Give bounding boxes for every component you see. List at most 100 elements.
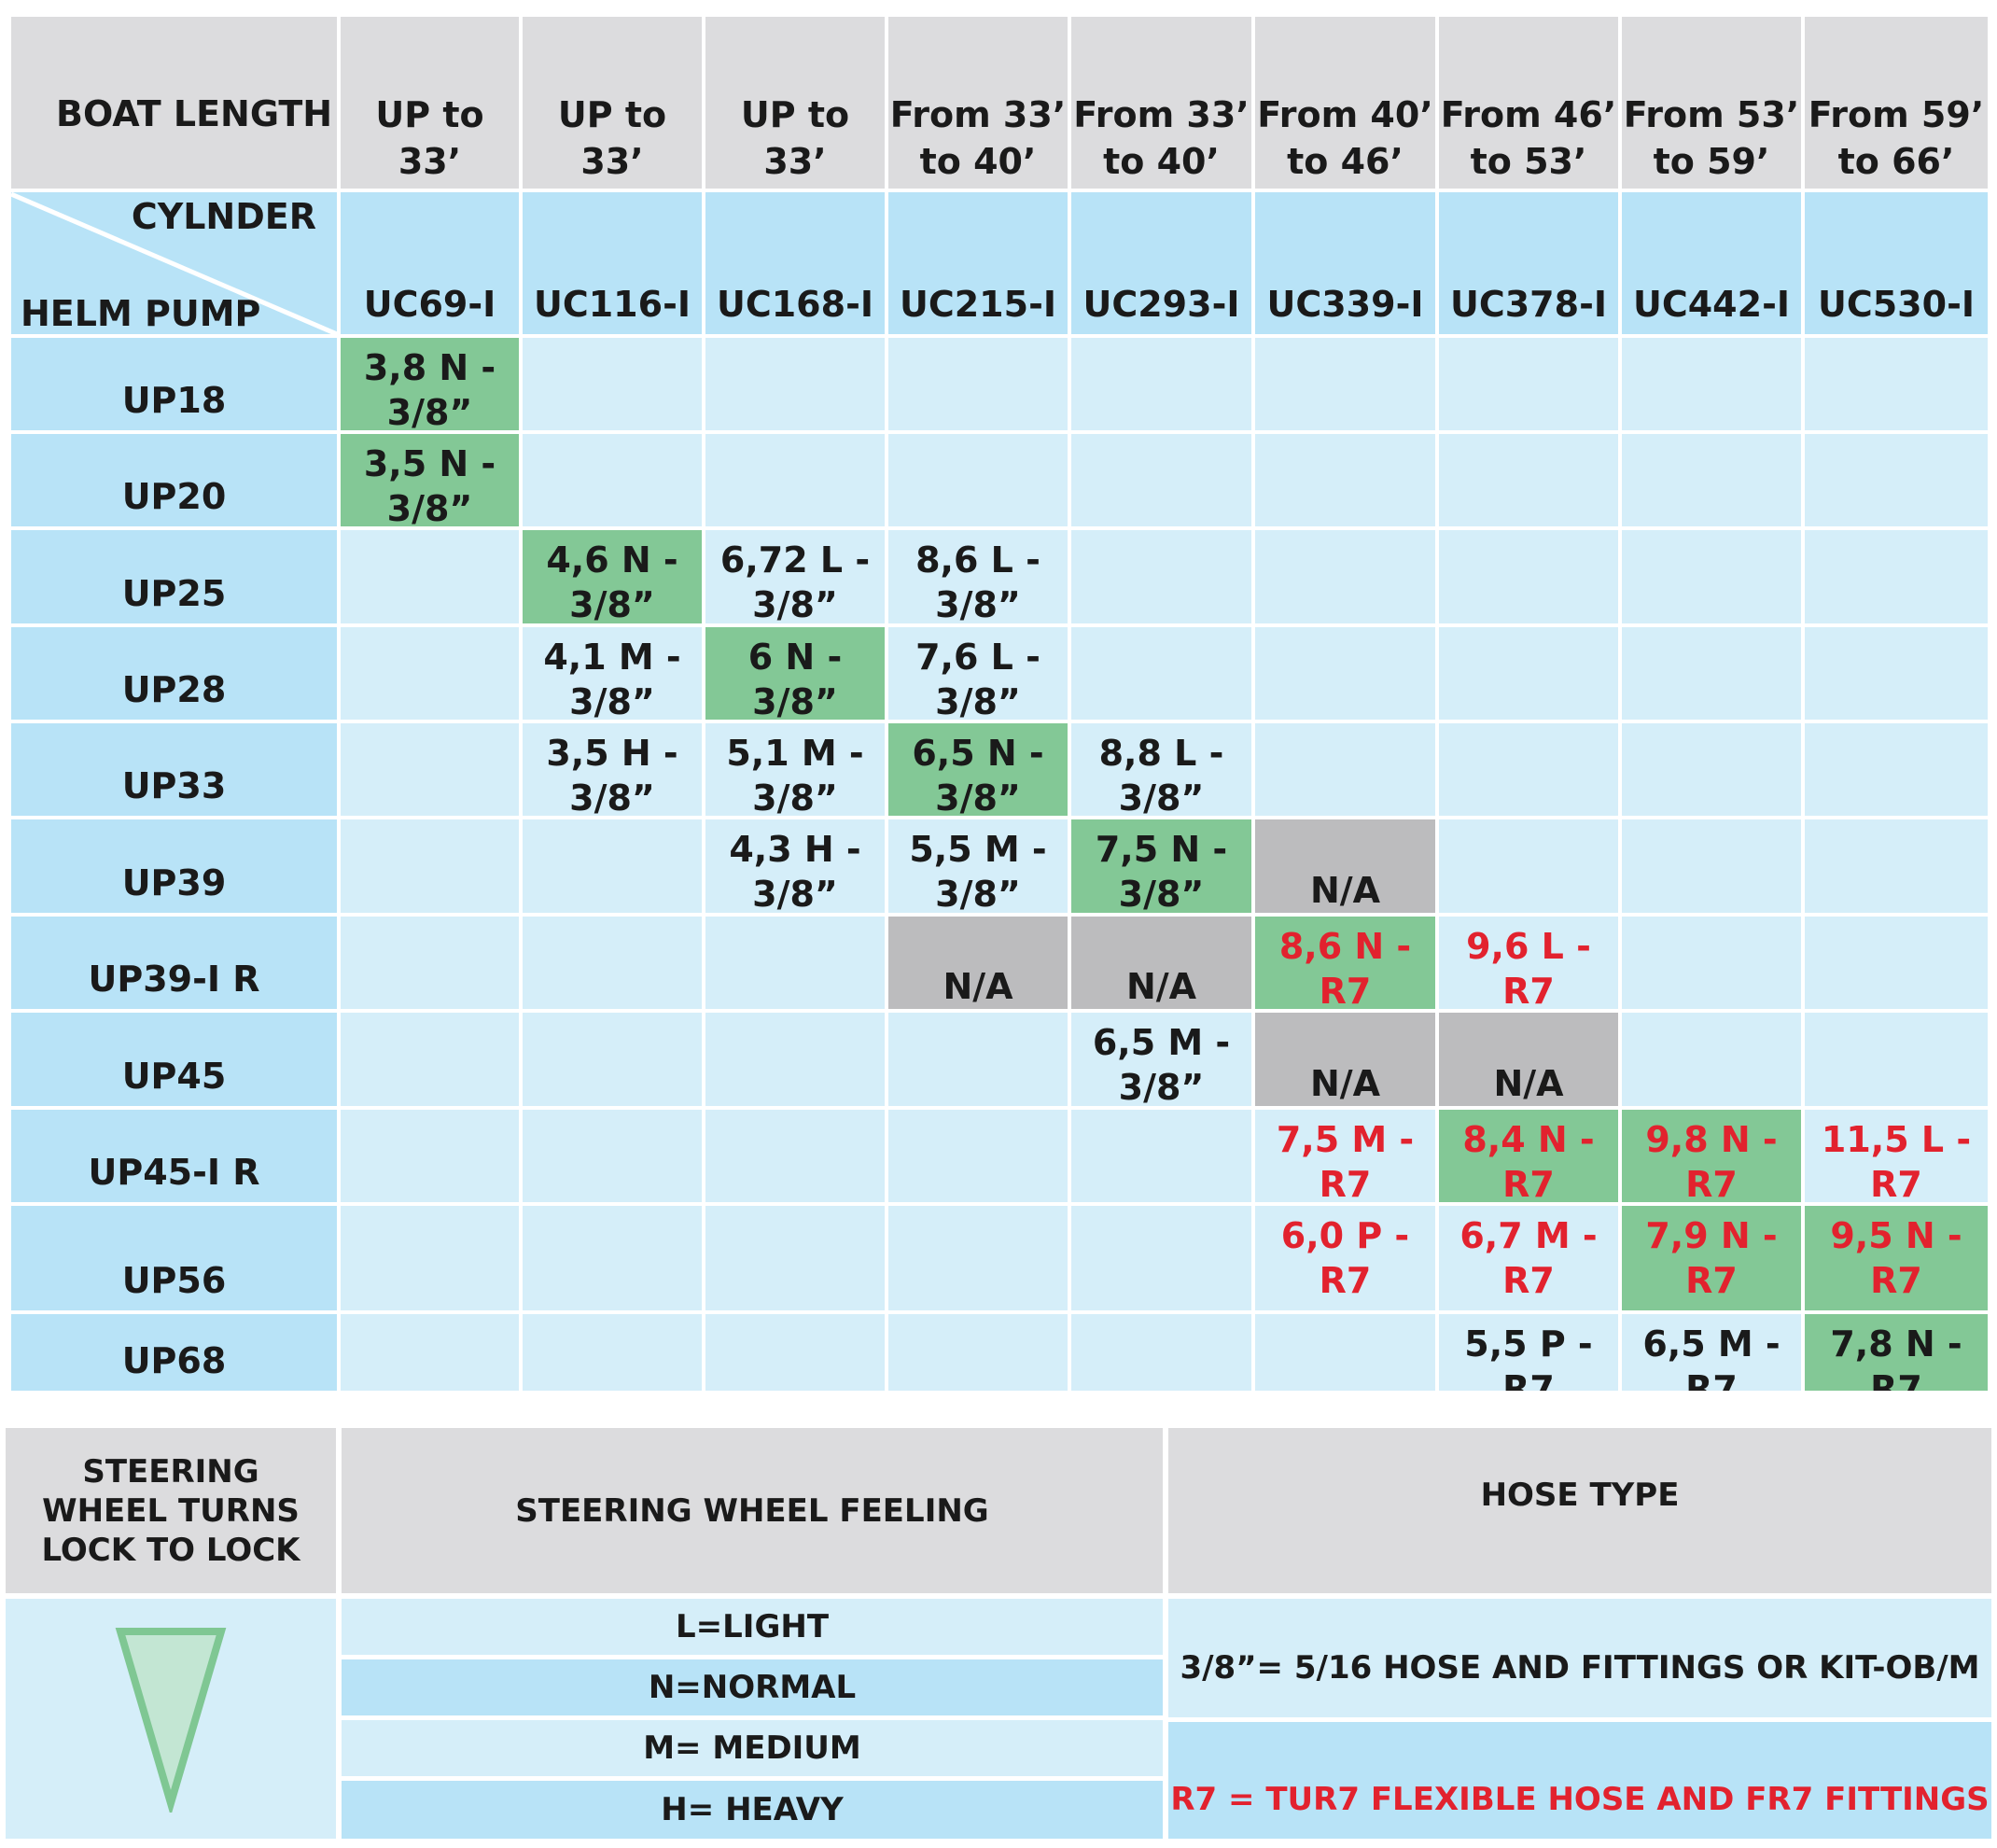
value-cell: 6,72 L - 3/8”	[705, 530, 885, 623]
hose-header: HOSE TYPE	[1168, 1428, 1991, 1593]
helm-pump-row-label: UP45	[11, 1013, 337, 1106]
value-cell: 7,8 N - R7	[1805, 1314, 1988, 1391]
empty-cell	[1255, 1314, 1435, 1391]
diagonal-divider	[11, 192, 337, 334]
empty-cell	[523, 1314, 702, 1391]
value-cell: 7,5 N - 3/8”	[1071, 819, 1251, 913]
na-cell: N/A	[1071, 917, 1251, 1009]
boat-length-cell: From 59’ to 66’	[1805, 17, 1988, 189]
empty-cell	[1071, 1110, 1251, 1202]
value-cell: 3,8 N - 3/8”	[341, 338, 519, 430]
boat-length-cell: UP to 33’	[523, 17, 702, 189]
empty-cell	[1622, 530, 1801, 623]
empty-cell	[705, 338, 885, 430]
na-cell: N/A	[1255, 1013, 1435, 1106]
empty-cell	[705, 434, 885, 526]
empty-cell	[1071, 1206, 1251, 1310]
value-cell: 5,1 M - 3/8”	[705, 723, 885, 816]
empty-cell	[1805, 917, 1988, 1009]
empty-cell	[1071, 434, 1251, 526]
empty-cell	[341, 627, 519, 720]
value-cell: 4,6 N - 3/8”	[523, 530, 702, 623]
empty-cell	[1805, 338, 1988, 430]
empty-cell	[705, 917, 885, 1009]
helm-pump-row-label: UP20	[11, 434, 337, 526]
helm-pump-row-label: UP25	[11, 530, 337, 623]
empty-cell	[705, 1314, 885, 1391]
empty-cell	[1255, 627, 1435, 720]
turns-indicator-cell	[6, 1599, 336, 1839]
turns-header: STEERING WHEEL TURNS LOCK TO LOCK	[6, 1428, 336, 1593]
empty-cell	[341, 917, 519, 1009]
cylinder-model-cell: UC293-I	[1071, 192, 1251, 334]
helm-pump-row-label: UP68	[11, 1314, 337, 1391]
empty-cell	[341, 530, 519, 623]
empty-cell	[1071, 627, 1251, 720]
cylinder-model-cell: UC69-I	[341, 192, 519, 334]
helm-pump-row-label: UP39-I R	[11, 917, 337, 1009]
empty-cell	[1439, 723, 1618, 816]
feeling-item: N=NORMAL	[342, 1659, 1163, 1715]
boat-length-cell: From 33’ to 40’	[888, 17, 1068, 189]
empty-cell	[1439, 627, 1618, 720]
empty-cell	[888, 1013, 1068, 1106]
boat-length-cell: From 46’ to 53’	[1439, 17, 1618, 189]
empty-cell	[1805, 1013, 1988, 1106]
value-cell: 11,5 L - R7	[1805, 1110, 1988, 1202]
empty-cell	[523, 917, 702, 1009]
empty-cell	[1071, 530, 1251, 623]
empty-cell	[888, 1206, 1068, 1310]
cylinder-model-cell: UC378-I	[1439, 192, 1618, 334]
value-cell: 5,5 P - R7	[1439, 1314, 1618, 1391]
empty-cell	[1805, 530, 1988, 623]
empty-cell	[1255, 338, 1435, 430]
empty-cell	[1805, 627, 1988, 720]
value-cell: 8,4 N - R7	[1439, 1110, 1618, 1202]
feeling-item: M= MEDIUM	[342, 1720, 1163, 1776]
empty-cell	[1622, 338, 1801, 430]
helm-pump-label: HELM PUMP	[21, 293, 261, 334]
hose-type-item: 3/8”= 5/16 HOSE AND FITTINGS OR KIT-OB/M	[1168, 1599, 1991, 1717]
value-cell: 3,5 H - 3/8”	[523, 723, 702, 816]
helm-pump-row-label: UP39	[11, 819, 337, 913]
boat-length-cell: UP to 33’	[705, 17, 885, 189]
value-cell: 8,8 L - 3/8”	[1071, 723, 1251, 816]
empty-cell	[1622, 723, 1801, 816]
helm-pump-row-label: UP56	[11, 1206, 337, 1310]
feeling-header: STEERING WHEEL FEELING	[342, 1428, 1163, 1593]
cylinder-model-cell: UC530-I	[1805, 192, 1988, 334]
value-cell: 8,6 L - 3/8”	[888, 530, 1068, 623]
cylinder-label: CYLNDER	[131, 196, 316, 237]
empty-cell	[1805, 434, 1988, 526]
empty-cell	[1439, 434, 1618, 526]
empty-cell	[1439, 819, 1618, 913]
empty-cell	[888, 1110, 1068, 1202]
boat-length-cell: From 40’ to 46’	[1255, 17, 1435, 189]
feeling-item: L=LIGHT	[342, 1599, 1163, 1655]
empty-cell	[523, 819, 702, 913]
boat-length-cell: UP to 33’	[341, 17, 519, 189]
empty-cell	[888, 434, 1068, 526]
empty-cell	[1622, 819, 1801, 913]
empty-cell	[1255, 434, 1435, 526]
empty-cell	[1805, 819, 1988, 913]
empty-cell	[1622, 627, 1801, 720]
empty-cell	[341, 723, 519, 816]
value-cell: 6,7 M - R7	[1439, 1206, 1618, 1310]
cylinder-model-cell: UC168-I	[705, 192, 885, 334]
value-cell: 7,9 N - R7	[1622, 1206, 1801, 1310]
na-cell: N/A	[888, 917, 1068, 1009]
helm-pump-row-label: UP18	[11, 338, 337, 430]
helm-pump-row-label: UP33	[11, 723, 337, 816]
empty-cell	[705, 1110, 885, 1202]
value-cell: 6,0 P - R7	[1255, 1206, 1435, 1310]
boat-length-cell: From 53’ to 59’	[1622, 17, 1801, 189]
empty-cell	[1805, 723, 1988, 816]
helm-pump-row-label: UP28	[11, 627, 337, 720]
empty-cell	[523, 1110, 702, 1202]
empty-cell	[1622, 434, 1801, 526]
empty-cell	[1439, 338, 1618, 430]
empty-cell	[341, 1013, 519, 1106]
empty-cell	[1622, 1013, 1801, 1106]
empty-cell	[1439, 530, 1618, 623]
